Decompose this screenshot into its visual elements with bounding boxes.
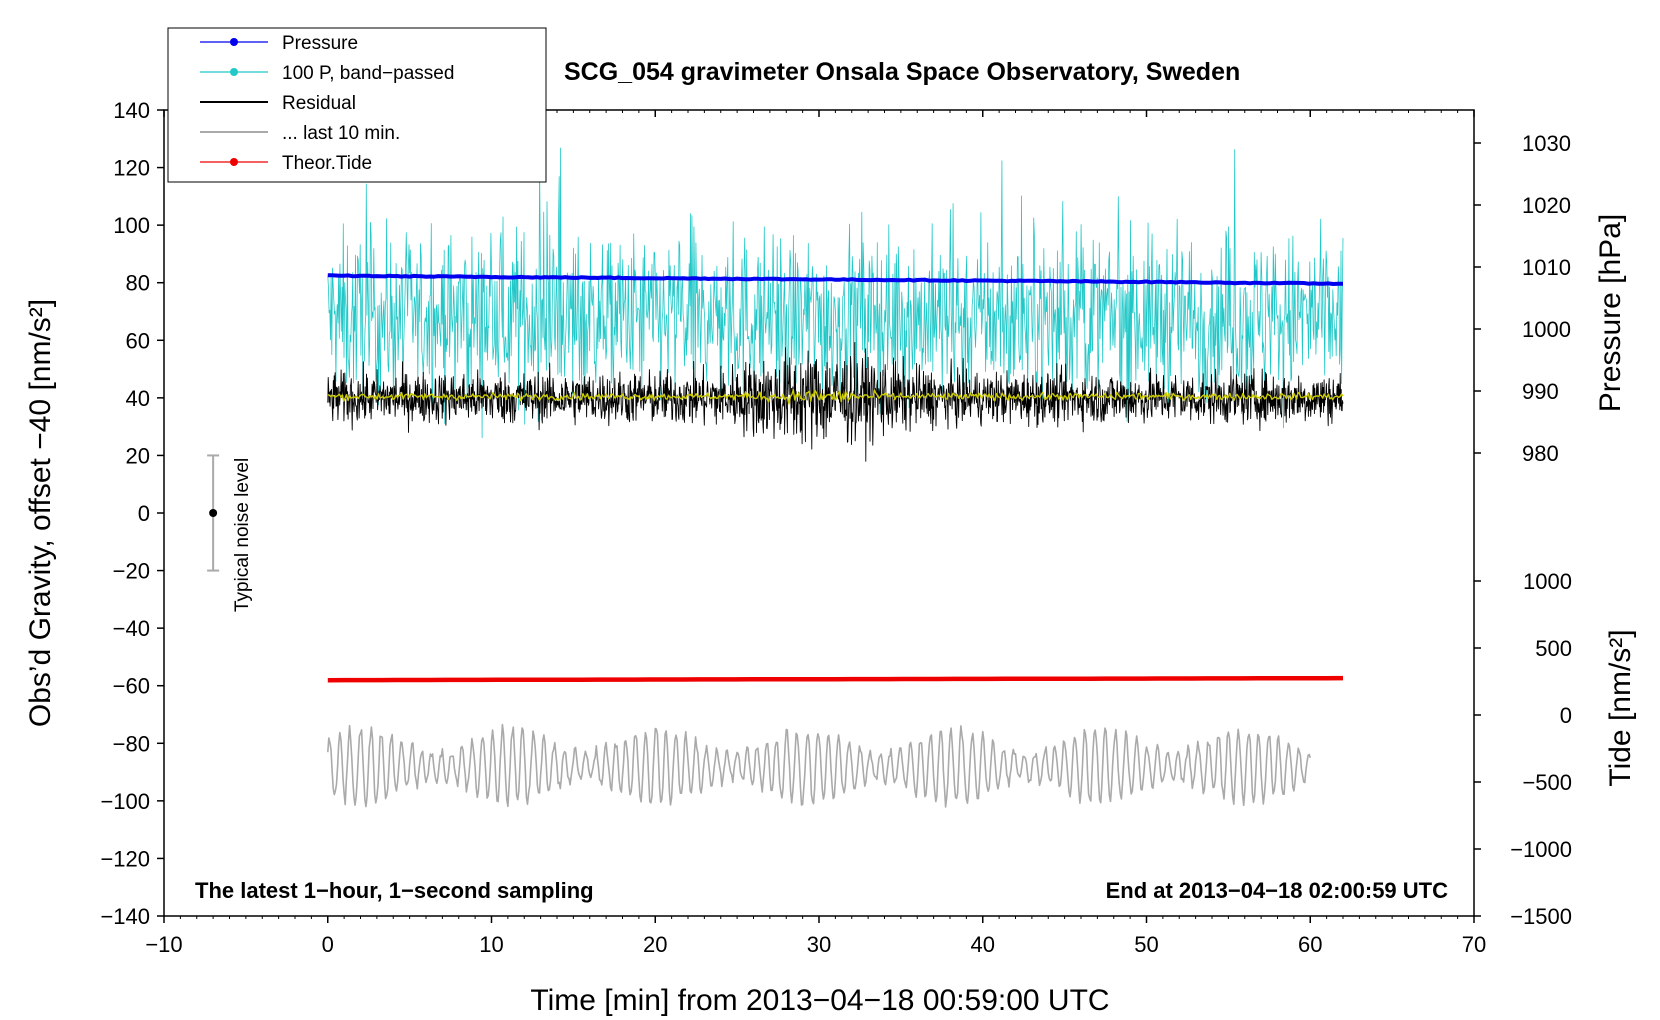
right-note: End at 2013−04−18 02:00:59 UTC	[1106, 878, 1449, 903]
y-tick-label-3: 80	[126, 271, 150, 296]
legend-marker-1	[230, 68, 238, 76]
y-tick-label-9: −40	[113, 616, 150, 641]
x-tick-label-6: 50	[1134, 932, 1158, 957]
y-tick-label-11: −80	[113, 731, 150, 756]
series-bandpassed-pressure	[327, 147, 1344, 439]
series-last-10-min	[327, 723, 1312, 808]
series-layer	[327, 147, 1344, 808]
pressure-tick-label-4: 990	[1522, 379, 1559, 404]
pressure-axis-ticks: 1030 1020 1010 1000 990 980	[1474, 131, 1571, 466]
x-tick-label-0: −10	[145, 932, 182, 957]
y-tick-label-8: −20	[113, 559, 150, 584]
y-tick-label-0: 140	[113, 98, 150, 123]
noise-bar-dot	[209, 509, 218, 517]
series-residual-smoothed	[327, 389, 1344, 405]
legend-label-1: 100 P, band−passed	[282, 63, 454, 84]
legend-label-0: Pressure	[282, 33, 358, 54]
tide-axis-title: Tide [nm/s²]	[1604, 629, 1637, 786]
y-tick-label-2: 100	[113, 213, 150, 238]
series-pressure	[327, 273, 1344, 286]
legend-label-4: Theor.Tide	[282, 153, 372, 174]
x-axis-title: Time [min] from 2013−04−18 00:59:00 UTC	[530, 984, 1109, 1017]
x-tick-label-1: 0	[322, 932, 334, 957]
pressure-tick-label-1: 1020	[1522, 193, 1571, 218]
x-tick-label-8: 70	[1462, 932, 1486, 957]
x-axis-ticks: −10 0 10 20 30 40 50 60 70	[145, 110, 1486, 957]
tide-tick-label-1: 500	[1535, 636, 1572, 661]
y-axis-title: Obs’d Gravity, offset −40 [nm/s²]	[24, 299, 57, 727]
y-tick-label-4: 60	[126, 328, 150, 353]
minor-ticks	[163, 110, 1475, 919]
pressure-tick-label-5: 980	[1522, 441, 1559, 466]
y-tick-label-7: 0	[138, 501, 150, 526]
series-theoretical-tide	[327, 675, 1344, 683]
y-tick-label-1: 120	[113, 156, 150, 181]
x-tick-label-2: 10	[479, 932, 503, 957]
tide-axis-ticks: 1000 500 0 −500 −1000 −1500	[1474, 569, 1572, 929]
legend-box	[167, 27, 547, 183]
pressure-tick-label-0: 1030	[1522, 131, 1571, 156]
y-tick-label-5: 40	[126, 386, 150, 411]
pressure-tick-label-2: 1010	[1522, 255, 1571, 280]
series-residual	[327, 342, 1344, 462]
legend-marker-0	[230, 38, 238, 46]
pressure-tick-label-3: 1000	[1522, 317, 1571, 342]
plot-frame	[163, 109, 1475, 917]
x-tick-label-4: 30	[807, 932, 831, 957]
noise-level-label: Typical noise level	[232, 458, 253, 612]
tide-tick-label-0: 1000	[1523, 569, 1572, 594]
y-tick-label-6: 20	[126, 443, 150, 468]
y-tick-label-14: −140	[100, 904, 150, 929]
legend: Pressure 100 P, band−passed Residual ... la…	[167, 27, 547, 183]
x-tick-label-5: 40	[971, 932, 995, 957]
left-note: The latest 1−hour, 1−second sampling	[195, 878, 594, 903]
x-tick-label-3: 20	[643, 932, 667, 957]
legend-label-2: Residual	[282, 93, 356, 114]
tide-tick-label-3: −500	[1522, 770, 1572, 795]
tide-tick-label-5: −1500	[1510, 904, 1572, 929]
noise-level-bar	[207, 454, 220, 572]
legend-marker-4	[230, 158, 238, 166]
y-tick-label-13: −120	[100, 846, 150, 871]
y-axis-ticks: 140 120 100 80 60 40 20 0 −20 −40 −60 −80 −100 −120 −1…	[100, 98, 164, 929]
tide-tick-label-4: −1000	[1510, 837, 1572, 862]
legend-label-3: ... last 10 min.	[282, 123, 400, 144]
y-tick-label-12: −100	[100, 789, 150, 814]
tide-tick-label-2: 0	[1560, 703, 1572, 728]
chart-title: SCG_054 gravimeter Onsala Space Observat…	[564, 58, 1240, 86]
x-tick-label-7: 60	[1298, 932, 1322, 957]
y-tick-label-10: −60	[113, 674, 150, 699]
pressure-axis-title: Pressure [hPa]	[1594, 214, 1627, 412]
